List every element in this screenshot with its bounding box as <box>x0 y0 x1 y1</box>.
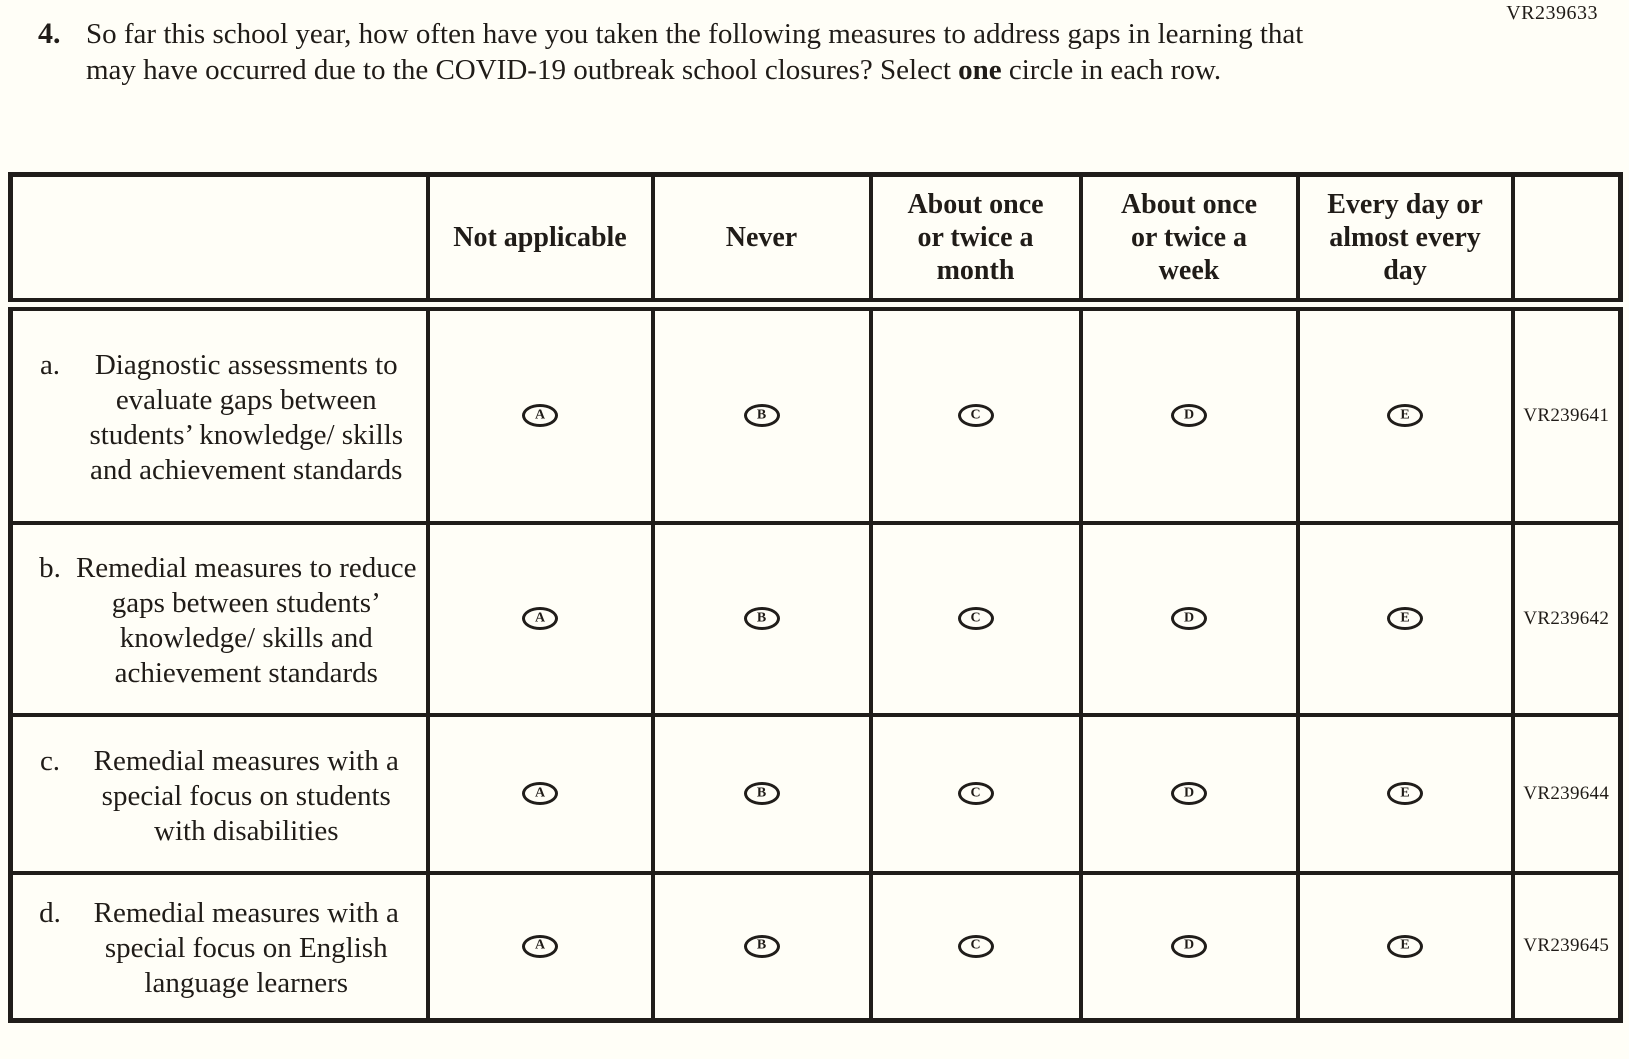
row-a-cell-every-day: E <box>1295 302 1515 525</box>
bubble-letter: B <box>756 407 767 423</box>
row-b-cell-once-twice-week: D <box>1078 520 1300 717</box>
bubble-letter: B <box>756 785 767 800</box>
form-code: VR239633 <box>1506 2 1598 24</box>
bubble-letter: D <box>1183 407 1195 423</box>
bubble-letter: A <box>534 937 546 953</box>
column-header-not-applicable: Not applicable <box>425 172 655 311</box>
row-a-cell-not-applicable: A <box>425 302 655 525</box>
bubble-letter: C <box>970 610 981 625</box>
bubble-letter: B <box>756 610 767 625</box>
column-header-never: Never <box>650 172 873 311</box>
answer-bubble-a-B[interactable]: B <box>743 404 780 428</box>
row-d-cell-every-day: E <box>1295 870 1515 1023</box>
bubble-letter: D <box>1183 785 1195 800</box>
answer-bubble-c-E[interactable]: E <box>1387 782 1423 805</box>
bubble-letter: A <box>534 610 546 625</box>
table-row-c: c. Remedial measures with a special focu… <box>8 712 1623 875</box>
answer-bubble-b-C[interactable]: C <box>957 607 994 630</box>
bubble-letter: C <box>970 785 981 800</box>
row-b-cell-every-day: E <box>1295 520 1515 717</box>
answer-bubble-b-A[interactable]: A <box>522 607 558 630</box>
bubble-letter: A <box>534 407 546 423</box>
row-d-label: Remedial measures with a special focus o… <box>93 897 399 1000</box>
row-c-cell-every-day: E <box>1295 712 1515 875</box>
row-d-cell-not-applicable: A <box>425 870 655 1023</box>
question-text-part2: circle in each row. <box>1001 54 1222 86</box>
row-b-cell-not-applicable: A <box>425 520 655 717</box>
column-header-once-twice-week: About once or twice a week <box>1078 172 1300 311</box>
answer-bubble-b-D[interactable]: D <box>1171 607 1207 630</box>
answer-bubble-b-B[interactable]: B <box>743 607 780 630</box>
header-row: Not applicable Never About once or twice… <box>8 172 1623 311</box>
row-a-cell-once-twice-month: C <box>868 302 1083 525</box>
table-row-b: b. Remedial measures to reduce gaps betw… <box>8 520 1623 717</box>
row-d-cell-once-twice-month: C <box>868 870 1083 1023</box>
row-b-label-cell: b. Remedial measures to reduce gaps betw… <box>8 520 430 717</box>
bubble-letter: C <box>970 937 981 953</box>
answer-bubble-c-B[interactable]: B <box>743 782 780 805</box>
column-header-every-day: Every day or almost every day <box>1295 172 1515 311</box>
row-b-cell-never: B <box>650 520 873 717</box>
row-c-cell-never: B <box>650 712 873 875</box>
bubble-letter: A <box>534 785 546 800</box>
bubble-letter: C <box>970 407 981 423</box>
row-c-label: Remedial measures with a special focus o… <box>93 744 399 847</box>
question-text: So far this school year, how often have … <box>86 16 1354 88</box>
bubble-letter: E <box>1400 610 1410 625</box>
row-b-letter: b. <box>39 552 61 584</box>
row-d-code: VR239645 <box>1510 870 1623 1023</box>
bubble-letter: B <box>756 937 767 953</box>
table-row-a: a. Diagnostic assessments to evaluate ga… <box>8 302 1623 525</box>
bubble-letter: D <box>1183 937 1195 953</box>
bubble-letter: E <box>1400 937 1410 953</box>
answer-bubble-d-C[interactable]: C <box>957 934 994 958</box>
answer-bubble-d-E[interactable]: E <box>1387 934 1423 958</box>
question-text-part1: So far this school year, how often have … <box>86 18 1304 86</box>
row-a-cell-never: B <box>650 302 873 525</box>
row-c-cell-once-twice-week: D <box>1078 712 1300 875</box>
row-a-cell-once-twice-week: D <box>1078 302 1300 525</box>
row-a-letter: a. <box>39 349 61 382</box>
table-row-d: d. Remedial measures with a special focu… <box>8 870 1623 1023</box>
row-b-code: VR239642 <box>1510 520 1623 717</box>
answer-bubble-c-A[interactable]: A <box>522 782 558 805</box>
bubble-letter: E <box>1400 785 1410 800</box>
answer-bubble-a-C[interactable]: C <box>957 404 994 428</box>
row-c-cell-not-applicable: A <box>425 712 655 875</box>
answer-bubble-c-D[interactable]: D <box>1171 782 1207 805</box>
answer-bubble-b-E[interactable]: E <box>1387 607 1423 630</box>
row-c-letter: c. <box>39 744 61 777</box>
survey-response-table: Not applicable Never About once or twice… <box>8 172 1623 1023</box>
row-c-cell-once-twice-month: C <box>868 712 1083 875</box>
row-d-letter: d. <box>39 897 61 930</box>
row-c-code: VR239644 <box>1510 712 1623 875</box>
row-a-label-cell: a. Diagnostic assessments to evaluate ga… <box>8 302 430 525</box>
row-b-label: Remedial measures to reduce gaps between… <box>75 552 417 689</box>
answer-bubble-d-A[interactable]: A <box>522 934 558 958</box>
row-a-code: VR239641 <box>1510 302 1623 525</box>
question-block: 4. So far this school year, how often ha… <box>38 16 1368 88</box>
answer-bubble-d-B[interactable]: B <box>743 934 780 958</box>
row-d-label-cell: d. Remedial measures with a special focu… <box>8 870 430 1023</box>
question-number: 4. <box>38 17 61 50</box>
answer-bubble-a-D[interactable]: D <box>1171 404 1207 428</box>
row-d-cell-once-twice-week: D <box>1078 870 1300 1023</box>
answer-bubble-a-A[interactable]: A <box>522 404 558 428</box>
bubble-letter: D <box>1183 610 1195 625</box>
answer-bubble-c-C[interactable]: C <box>957 782 994 805</box>
row-b-cell-once-twice-month: C <box>868 520 1083 717</box>
row-c-label-cell: c. Remedial measures with a special focu… <box>8 712 430 875</box>
column-header-once-twice-month: About once or twice a month <box>868 172 1083 311</box>
row-d-cell-never: B <box>650 870 873 1023</box>
question-text-bold-word: one <box>958 54 1002 86</box>
header-empty-code-cell <box>1510 172 1623 311</box>
answer-bubble-d-D[interactable]: D <box>1171 934 1207 958</box>
bubble-letter: E <box>1400 407 1410 423</box>
header-empty-label-cell <box>8 172 430 311</box>
row-a-label: Diagnostic assessments to evaluate gaps … <box>89 349 404 487</box>
answer-bubble-a-E[interactable]: E <box>1387 404 1423 428</box>
